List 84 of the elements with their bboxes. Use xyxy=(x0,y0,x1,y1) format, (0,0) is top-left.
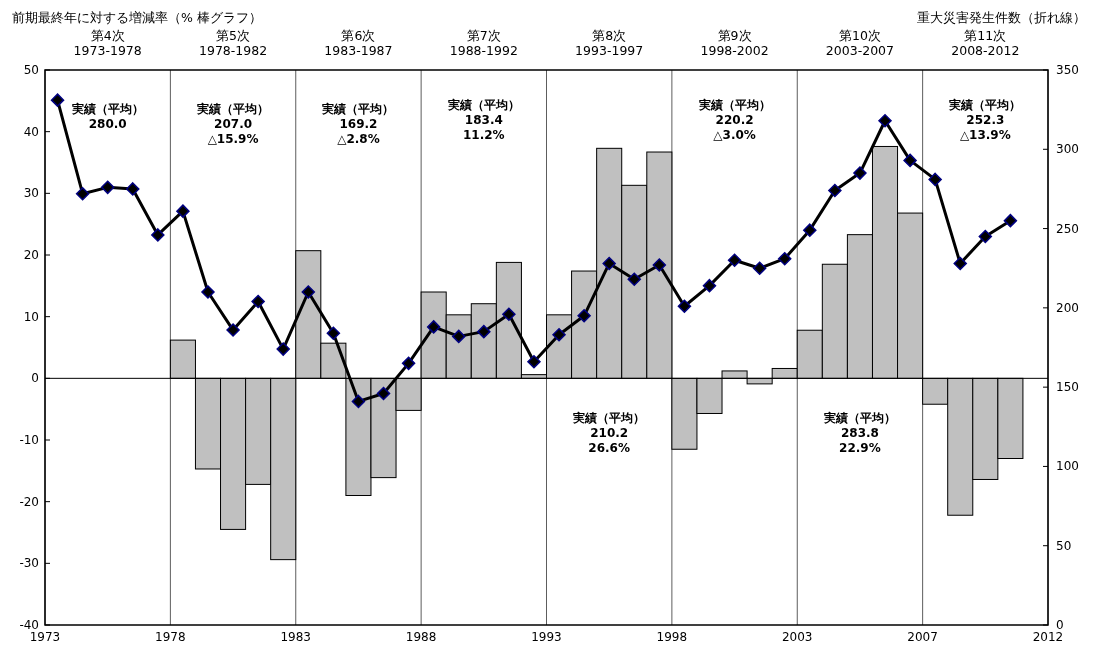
point xyxy=(627,272,642,287)
y2-tick-label: 50 xyxy=(1056,538,1072,553)
point xyxy=(953,256,967,271)
annotation: 実績（平均） 207.0 △15.9% xyxy=(196,102,270,147)
y-tick-label: 30 xyxy=(23,186,39,201)
text: 第4次 1973-1978 xyxy=(73,28,142,58)
point xyxy=(50,93,65,107)
y2-tick-label: 0 xyxy=(1056,618,1064,632)
point xyxy=(276,342,290,356)
point xyxy=(928,172,942,187)
point xyxy=(326,326,341,340)
point xyxy=(201,285,215,299)
annotation: 実績（平均） 280.0 xyxy=(70,102,144,132)
point xyxy=(151,228,165,242)
text: 第7次 1988-1992 xyxy=(449,28,518,58)
point xyxy=(828,183,842,198)
y2-tick-label: 100 xyxy=(1056,459,1079,474)
point xyxy=(1003,213,1018,228)
text: 第11次 2008-2012 xyxy=(951,28,1020,58)
point xyxy=(100,180,115,195)
point xyxy=(126,182,140,196)
annotation: 実績（平均） 169.2 △2.8% xyxy=(321,102,395,147)
x-tick-label: 1973 xyxy=(29,630,61,644)
text: 第6次 1983-1987 xyxy=(324,28,393,58)
annotation: 実績（平均） 220.2 △3.0% xyxy=(697,98,771,143)
y2-axis-title: 重大災害発生件数（折れ線） xyxy=(917,10,1086,25)
point xyxy=(301,285,316,299)
y-tick-label: -10 xyxy=(19,433,39,447)
y-tick-label: 0 xyxy=(31,371,39,386)
point xyxy=(226,323,240,337)
x-tick-label: 1993 xyxy=(531,630,562,644)
point xyxy=(451,329,466,344)
annotation: 実績（平均） 283.8 22.9% xyxy=(822,410,896,455)
y-axis-title: 前期最終年に対する増減率（% 棒グラフ） xyxy=(12,10,262,25)
x-tick-label: 2012 xyxy=(1032,630,1064,644)
point xyxy=(401,356,416,371)
y2-tick-label: 250 xyxy=(1056,221,1079,236)
point xyxy=(803,223,817,237)
y-tick-label: 20 xyxy=(23,248,39,262)
x-tick-label: 1983 xyxy=(280,630,312,644)
point xyxy=(853,166,867,180)
annotation: 実績（平均） 210.2 26.6% xyxy=(572,410,646,455)
point xyxy=(677,299,692,314)
text: 第8次 1993-1997 xyxy=(575,28,644,58)
y2-tick-label: 200 xyxy=(1056,300,1079,315)
point xyxy=(727,253,742,268)
point xyxy=(477,324,491,339)
point xyxy=(577,309,591,323)
y-tick-label: 10 xyxy=(23,309,39,324)
x-tick-label: 1998 xyxy=(656,630,688,644)
point xyxy=(251,294,265,309)
y2-tick-label: 150 xyxy=(1056,380,1079,395)
point xyxy=(75,186,90,201)
point xyxy=(176,204,190,218)
x-tick-label: 2003 xyxy=(781,630,813,644)
y-tick-label: 40 xyxy=(23,124,39,139)
point xyxy=(351,394,366,409)
annotation: 実績（平均） 252.3 △13.9% xyxy=(948,98,1022,143)
y2-tick-label: 350 xyxy=(1056,63,1079,77)
point xyxy=(903,153,917,168)
y-tick-label: -30 xyxy=(19,556,39,571)
point xyxy=(752,261,767,275)
point xyxy=(552,328,566,342)
point xyxy=(602,256,616,271)
point xyxy=(978,229,993,244)
x-tick-label: 1978 xyxy=(155,630,186,644)
point xyxy=(426,320,441,334)
text: 第5次 1978-1982 xyxy=(198,28,268,58)
x-tick-label: 1988 xyxy=(405,630,437,644)
point xyxy=(502,307,516,321)
text: 第10次 2003-2007 xyxy=(825,28,895,58)
text: 第9次 1998-2002 xyxy=(700,28,769,58)
point xyxy=(878,113,892,128)
y-tick-label: 50 xyxy=(23,63,39,77)
point xyxy=(527,355,541,369)
point xyxy=(702,278,717,293)
y-tick-label: -20 xyxy=(19,494,39,509)
point xyxy=(652,258,667,272)
y-tick-label: -40 xyxy=(19,618,39,632)
point xyxy=(376,386,391,401)
annotation: 実績（平均） 183.4 11.2% xyxy=(446,98,520,143)
y2-tick-label: 300 xyxy=(1056,142,1079,157)
point xyxy=(777,251,792,266)
x-tick-label: 2007 xyxy=(907,630,938,644)
